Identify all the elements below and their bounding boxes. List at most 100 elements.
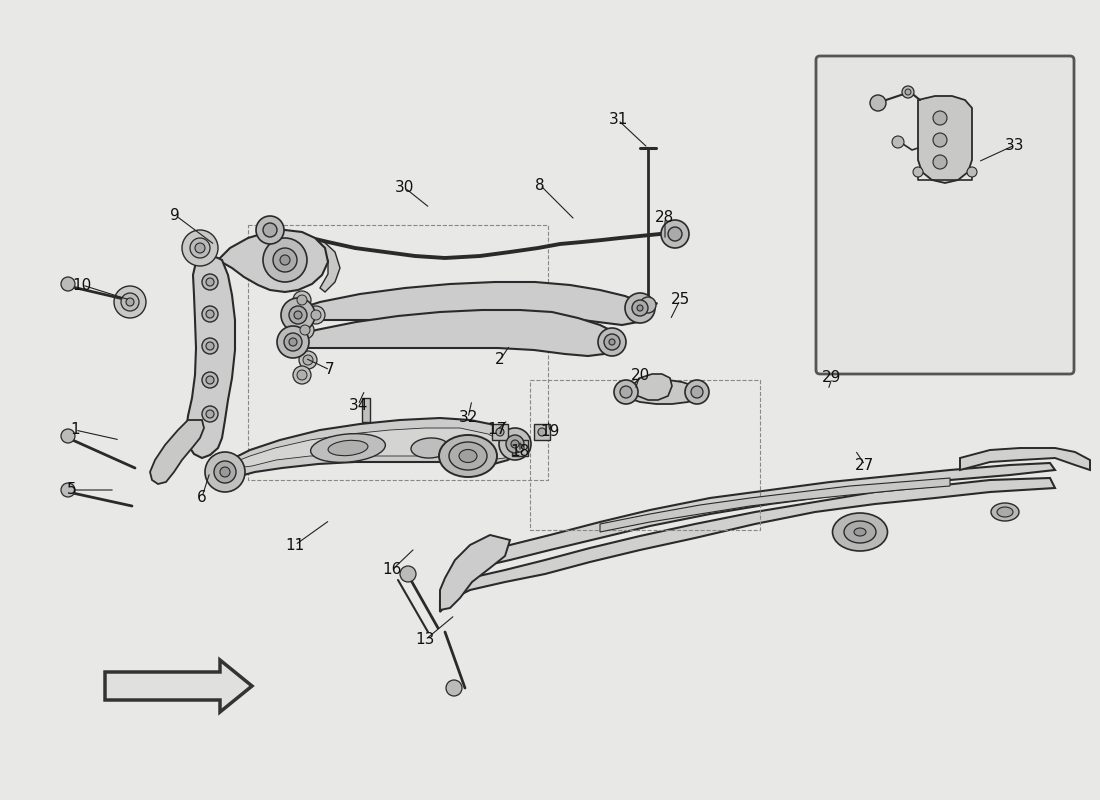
Circle shape: [220, 467, 230, 477]
Ellipse shape: [439, 435, 497, 477]
Polygon shape: [222, 236, 340, 292]
Circle shape: [661, 220, 689, 248]
Circle shape: [691, 386, 703, 398]
Text: 18: 18: [510, 445, 529, 459]
Circle shape: [299, 351, 317, 369]
Circle shape: [205, 452, 245, 492]
Text: 5: 5: [67, 482, 77, 498]
FancyBboxPatch shape: [816, 56, 1074, 374]
Circle shape: [506, 435, 524, 453]
Polygon shape: [218, 230, 328, 292]
Ellipse shape: [411, 438, 449, 458]
Circle shape: [637, 305, 644, 311]
Circle shape: [206, 278, 214, 286]
Circle shape: [297, 370, 307, 380]
Circle shape: [933, 111, 947, 125]
Ellipse shape: [459, 450, 477, 462]
Polygon shape: [290, 310, 618, 356]
Text: 1: 1: [70, 422, 80, 438]
Circle shape: [202, 274, 218, 290]
Text: 27: 27: [856, 458, 875, 473]
Text: 13: 13: [416, 633, 434, 647]
Circle shape: [289, 306, 307, 324]
Text: 34: 34: [349, 398, 367, 413]
Circle shape: [913, 167, 923, 177]
Polygon shape: [150, 420, 204, 484]
Circle shape: [277, 326, 309, 358]
Circle shape: [307, 306, 324, 324]
Circle shape: [512, 440, 519, 448]
Circle shape: [202, 406, 218, 422]
Circle shape: [870, 95, 886, 111]
Circle shape: [604, 334, 620, 350]
Text: 8: 8: [536, 178, 544, 193]
Text: 19: 19: [540, 425, 560, 439]
Polygon shape: [440, 535, 510, 610]
Circle shape: [297, 295, 307, 305]
Circle shape: [280, 255, 290, 265]
Circle shape: [289, 338, 297, 346]
Circle shape: [293, 366, 311, 384]
Circle shape: [892, 136, 904, 148]
Text: 17: 17: [487, 422, 507, 438]
Circle shape: [121, 293, 139, 311]
Circle shape: [182, 230, 218, 266]
Circle shape: [280, 298, 315, 332]
Text: 7: 7: [326, 362, 334, 378]
Polygon shape: [104, 660, 252, 712]
Circle shape: [446, 680, 462, 696]
Circle shape: [538, 428, 546, 436]
Circle shape: [206, 376, 214, 384]
Ellipse shape: [833, 513, 888, 551]
Circle shape: [614, 380, 638, 404]
Circle shape: [625, 293, 654, 323]
Circle shape: [60, 429, 75, 443]
Polygon shape: [600, 478, 950, 532]
Circle shape: [256, 216, 284, 244]
Circle shape: [293, 291, 311, 309]
Polygon shape: [230, 428, 514, 468]
Circle shape: [902, 86, 914, 98]
Text: 25: 25: [670, 293, 690, 307]
Circle shape: [296, 321, 314, 339]
Circle shape: [499, 428, 531, 460]
Text: 9: 9: [170, 207, 180, 222]
Polygon shape: [446, 463, 1055, 592]
Circle shape: [290, 340, 300, 350]
Polygon shape: [292, 282, 648, 325]
Circle shape: [60, 277, 75, 291]
Circle shape: [202, 372, 218, 388]
Circle shape: [126, 298, 134, 306]
Bar: [492, 424, 508, 440]
Circle shape: [302, 355, 313, 365]
Text: 10: 10: [73, 278, 91, 293]
Circle shape: [640, 297, 656, 313]
Polygon shape: [621, 380, 700, 404]
Circle shape: [311, 310, 321, 320]
Ellipse shape: [854, 528, 866, 536]
Circle shape: [609, 339, 615, 345]
Circle shape: [273, 248, 297, 272]
Circle shape: [905, 89, 911, 95]
Circle shape: [668, 227, 682, 241]
Circle shape: [300, 325, 310, 335]
Text: 31: 31: [608, 113, 628, 127]
Circle shape: [400, 566, 416, 582]
Circle shape: [598, 328, 626, 356]
Circle shape: [286, 336, 304, 354]
Text: 2: 2: [495, 353, 505, 367]
Circle shape: [214, 461, 236, 483]
Circle shape: [685, 380, 710, 404]
Circle shape: [294, 311, 302, 319]
Circle shape: [967, 167, 977, 177]
Polygon shape: [440, 478, 1055, 612]
Polygon shape: [960, 448, 1090, 470]
Circle shape: [620, 386, 632, 398]
Ellipse shape: [449, 442, 487, 470]
Text: 16: 16: [383, 562, 402, 578]
Circle shape: [60, 483, 75, 497]
Circle shape: [206, 410, 214, 418]
Circle shape: [933, 155, 947, 169]
Ellipse shape: [310, 434, 385, 462]
Circle shape: [263, 223, 277, 237]
